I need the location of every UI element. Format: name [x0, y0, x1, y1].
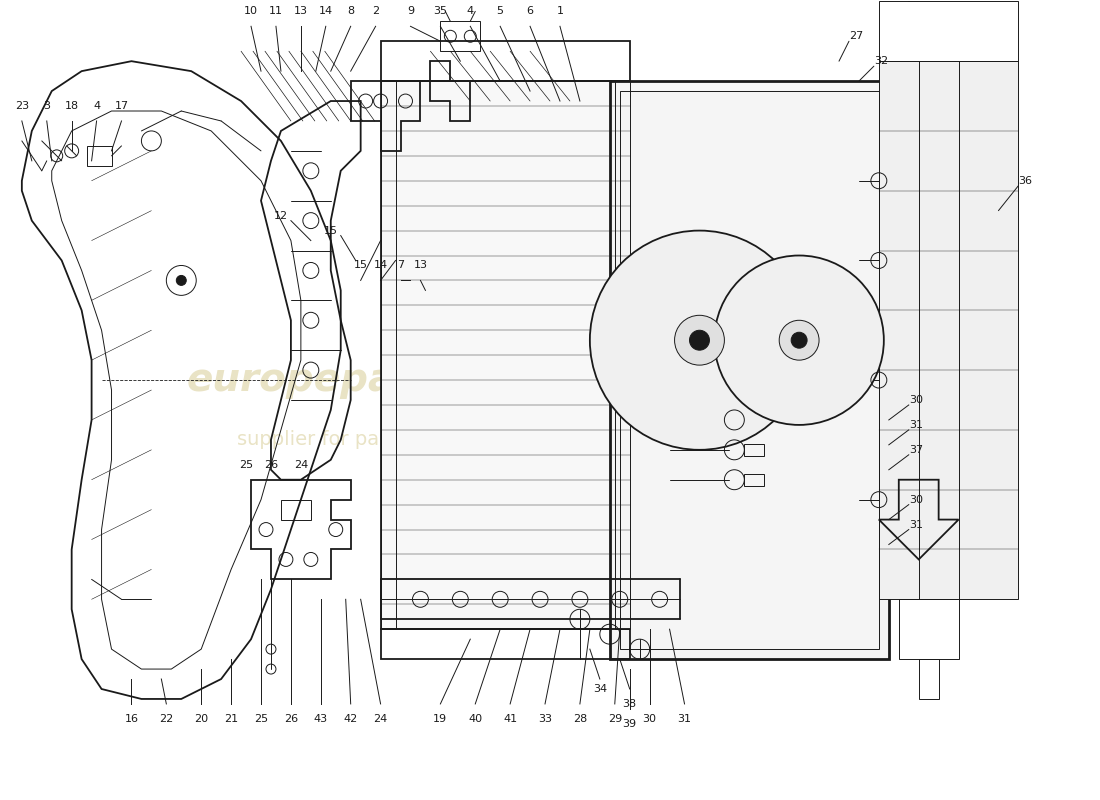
Circle shape: [176, 275, 186, 286]
Text: 15: 15: [354, 261, 367, 270]
Text: 22: 22: [160, 714, 174, 724]
Bar: [745, 414, 764, 426]
Text: 31: 31: [909, 519, 923, 530]
Bar: [918, 659, 938, 699]
Text: 15: 15: [323, 226, 338, 235]
Circle shape: [690, 330, 710, 350]
Text: 41: 41: [503, 714, 517, 724]
Circle shape: [791, 332, 807, 348]
Text: 17: 17: [114, 101, 129, 111]
Bar: [879, 2, 1019, 61]
Text: 24: 24: [294, 460, 308, 470]
Text: 42: 42: [343, 714, 358, 724]
Circle shape: [674, 315, 725, 365]
Text: 31: 31: [909, 420, 923, 430]
Text: supplier for parts: supplier for parts: [236, 430, 405, 450]
Text: 35: 35: [433, 6, 448, 16]
Bar: [381, 81, 629, 630]
Text: 2: 2: [372, 6, 379, 16]
Text: 36: 36: [1019, 176, 1033, 186]
Text: europeparts: europeparts: [741, 417, 896, 463]
Text: 30: 30: [642, 714, 657, 724]
Text: 19: 19: [433, 714, 448, 724]
Bar: [615, 81, 629, 630]
Text: 18: 18: [65, 101, 79, 111]
Text: 28: 28: [573, 714, 587, 724]
Text: 16: 16: [124, 714, 139, 724]
Text: 14: 14: [319, 6, 333, 16]
Text: 10: 10: [244, 6, 258, 16]
Text: 30: 30: [909, 494, 923, 505]
Text: 5: 5: [497, 6, 504, 16]
Text: 12: 12: [274, 210, 288, 221]
Text: 8: 8: [348, 6, 354, 16]
Circle shape: [590, 230, 810, 450]
Text: 25: 25: [239, 460, 253, 470]
Text: 6: 6: [527, 6, 534, 16]
Bar: [381, 630, 629, 659]
Text: 9: 9: [407, 6, 414, 16]
Text: 38: 38: [623, 699, 637, 709]
Text: 39: 39: [623, 719, 637, 729]
Bar: [745, 474, 764, 486]
Text: 4: 4: [466, 6, 474, 16]
Text: 14: 14: [374, 261, 387, 270]
Text: 29: 29: [607, 714, 621, 724]
Text: 4: 4: [94, 101, 100, 111]
Text: 33: 33: [538, 714, 552, 724]
Text: 26: 26: [264, 460, 278, 470]
Bar: [619, 91, 879, 649]
Text: 31: 31: [678, 714, 692, 724]
Circle shape: [714, 255, 883, 425]
Text: 43: 43: [314, 714, 328, 724]
Text: 23: 23: [14, 101, 29, 111]
Text: europeparts: europeparts: [186, 361, 455, 399]
Text: 13: 13: [414, 261, 428, 270]
Text: 27: 27: [849, 31, 864, 42]
Text: 32: 32: [873, 56, 888, 66]
Text: 25: 25: [254, 714, 268, 724]
Text: 1: 1: [557, 6, 563, 16]
Bar: [609, 81, 889, 659]
Bar: [87, 146, 111, 166]
Text: 40: 40: [469, 714, 482, 724]
Text: 20: 20: [195, 714, 208, 724]
Text: 21: 21: [224, 714, 239, 724]
Text: 37: 37: [909, 445, 923, 455]
Text: 7: 7: [397, 261, 404, 270]
Text: 11: 11: [270, 6, 283, 16]
Text: 34: 34: [593, 684, 607, 694]
Bar: [899, 599, 958, 659]
Bar: [745, 444, 764, 456]
Text: 13: 13: [294, 6, 308, 16]
Bar: [440, 22, 481, 51]
Text: 3: 3: [43, 101, 51, 111]
Bar: [381, 81, 396, 630]
Text: 30: 30: [909, 395, 923, 405]
Circle shape: [779, 320, 820, 360]
Bar: [280, 500, 311, 519]
Bar: [879, 61, 1019, 599]
Bar: [381, 42, 629, 81]
Text: 24: 24: [374, 714, 387, 724]
Text: 26: 26: [284, 714, 298, 724]
